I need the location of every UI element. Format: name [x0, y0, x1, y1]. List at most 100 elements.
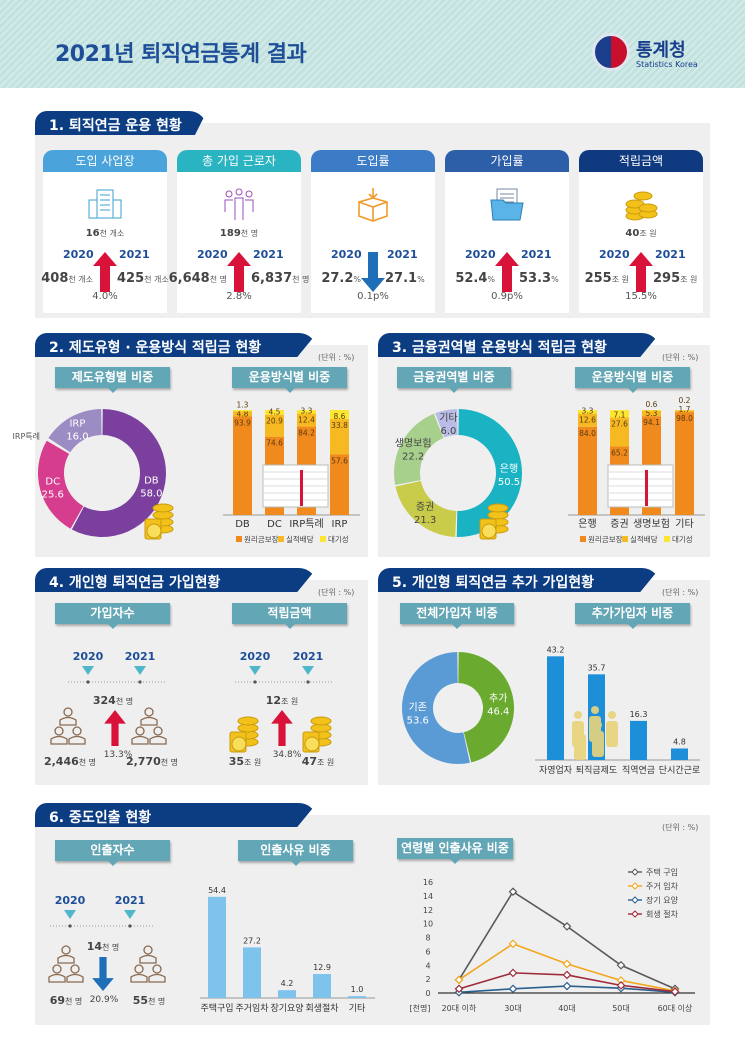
card-body: 16천 개소 2020 2021 408천 개소 425천 개소 4.0% [41, 172, 169, 313]
unit: 천 개소 [144, 275, 169, 284]
up-arrow-icon [495, 252, 519, 292]
total-unit: 천 개소 [99, 229, 125, 238]
value: 425 [117, 271, 145, 286]
year-2021: 2021 [253, 248, 284, 261]
subtitle-financial-sector: 금융권역별 비중 [397, 367, 511, 393]
logo-name: 통계청 [636, 40, 686, 61]
unit: % [353, 275, 361, 284]
value: 6,837 [251, 271, 293, 286]
section-2-title: 2. 제도유형 · 운용방식 적립금 현황 [35, 333, 317, 357]
card-body: 2020 2021 52.4% 53.3% 0.9p% [445, 172, 569, 313]
card-body: 189천 명 2020 2021 6,648천 명 6,837천 명 2.8% [169, 172, 309, 313]
value: 295 [653, 271, 681, 286]
year-2020: 2020 [197, 248, 228, 261]
subtitle-plan-type: 제도유형별 비중 [55, 367, 170, 393]
total-unit: 조 원 [639, 229, 657, 238]
year-2021: 2021 [387, 248, 418, 261]
card-header: 도입 사업장 [43, 150, 167, 172]
logo-subtitle: Statistics Korea [636, 60, 698, 69]
value-2021: 53.3% [519, 267, 559, 286]
card-header: 총 가입 근로자 [177, 150, 301, 172]
value-2021: 6,837천 명 [251, 267, 309, 286]
unit: % [487, 275, 495, 284]
card-body: 40조 원 2020 2021 255조 원 295조 원 15.5% [579, 172, 703, 313]
section-5-title: 5. 개인형 퇴직연금 추가 가입현황 [378, 568, 660, 592]
card-total: 189천 명 [177, 228, 301, 239]
total-value: 40 [625, 228, 640, 239]
change-rate: 2.8% [226, 291, 252, 302]
value-2020: 52.4% [455, 267, 495, 286]
stat-card: 도입 사업장 16천 개소 2020 2021 408천 개소 425천 개소 … [41, 150, 169, 313]
unit-label: (단위 : %) [662, 823, 699, 832]
subtitle-operation-method: 운용방식별 비중 [575, 367, 690, 393]
stat-card: 총 가입 근로자 189천 명 2020 2021 6,648천 명 6,837… [169, 150, 309, 313]
section-4-title: 4. 개인형 퇴직연금 가입현황 [35, 568, 317, 592]
card-header: 적립금액 [579, 150, 703, 172]
value: 408 [41, 271, 69, 286]
section-3-title: 3. 금융권역별 운용방식 적립금 현황 [378, 333, 660, 357]
unit-label: (단위 : %) [662, 588, 699, 597]
unit: 조 원 [611, 275, 629, 284]
unit-label: (단위 : %) [318, 588, 355, 597]
stat-card: 가입률 2020 2021 52.4% 53.3% 0.9p% [445, 150, 569, 313]
subtitle-withdrawers: 인출자수 [55, 840, 170, 866]
value-2020: 255조 원 [585, 267, 629, 286]
change-rate: 0.1p% [357, 291, 389, 302]
card-header: 가입률 [445, 150, 569, 172]
up-arrow-icon [227, 252, 251, 292]
value: 53.3 [519, 271, 552, 286]
up-arrow-icon [93, 252, 117, 292]
change-rate: 15.5% [625, 291, 657, 302]
change-rate: 4.0% [92, 291, 118, 302]
unit: 천 개소 [68, 275, 93, 284]
down-arrow-icon [361, 252, 385, 292]
people-icon [224, 188, 254, 220]
coins-icon [625, 191, 658, 221]
card-header: 도입률 [311, 150, 435, 172]
year-2020: 2020 [599, 248, 630, 261]
value: 6,648 [168, 271, 210, 286]
subtitle-members: 가입자수 [55, 603, 170, 629]
card-body: 2020 2021 27.2% 27.1% 0.1p% [311, 172, 435, 313]
value-2020: 408천 개소 [41, 267, 93, 286]
folder-icon [490, 188, 524, 221]
value-2021: 27.1% [385, 267, 425, 286]
value: 255 [584, 271, 612, 286]
year-2020: 2020 [63, 248, 94, 261]
unit: % [417, 275, 425, 284]
building-icon [88, 189, 122, 219]
unit: 천 명 [292, 275, 310, 284]
value: 52.4 [455, 271, 488, 286]
year-2021: 2021 [655, 248, 686, 261]
value-2021: 425천 개소 [117, 267, 169, 286]
statistics-korea-logo [592, 33, 630, 71]
page-title: 2021년 퇴직연금통계 결과 [55, 42, 307, 67]
unit: 천 명 [209, 275, 227, 284]
subtitle-all-members: 전체가입자 비중 [400, 603, 514, 629]
year-2021: 2021 [119, 248, 150, 261]
subtitle-amount: 적립금액 [232, 603, 347, 629]
up-arrow-icon [629, 252, 653, 292]
section-1-title: 1. 퇴직연금 운용 현황 [35, 111, 207, 135]
value: 27.2 [321, 271, 354, 286]
unit-label: (단위 : %) [318, 353, 355, 362]
subtitle-age-reasons: 연령별 인출사유 비중 [397, 838, 513, 864]
unit: 조 원 [680, 275, 698, 284]
value: 27.1 [385, 271, 418, 286]
box-icon [358, 188, 388, 222]
total-value: 189 [219, 228, 241, 239]
year-2020: 2020 [465, 248, 496, 261]
section-6-title: 6. 중도인출 현황 [35, 803, 317, 827]
year-2020: 2020 [331, 248, 362, 261]
total-value: 16 [85, 228, 100, 239]
year-2021: 2021 [521, 248, 552, 261]
unit-label: (단위 : %) [662, 353, 699, 362]
subtitle-withdraw-reasons: 인출사유 비중 [238, 840, 353, 866]
total-unit: 천 명 [240, 229, 259, 238]
unit: % [551, 275, 559, 284]
card-total: 16천 개소 [43, 228, 167, 239]
stat-card: 적립금액 40조 원 2020 2021 255조 원 295조 원 15.5% [579, 150, 703, 313]
change-rate: 0.9p% [491, 291, 523, 302]
subtitle-operation-method: 운용방식별 비중 [232, 367, 347, 393]
value-2020: 6,648천 명 [169, 267, 227, 286]
